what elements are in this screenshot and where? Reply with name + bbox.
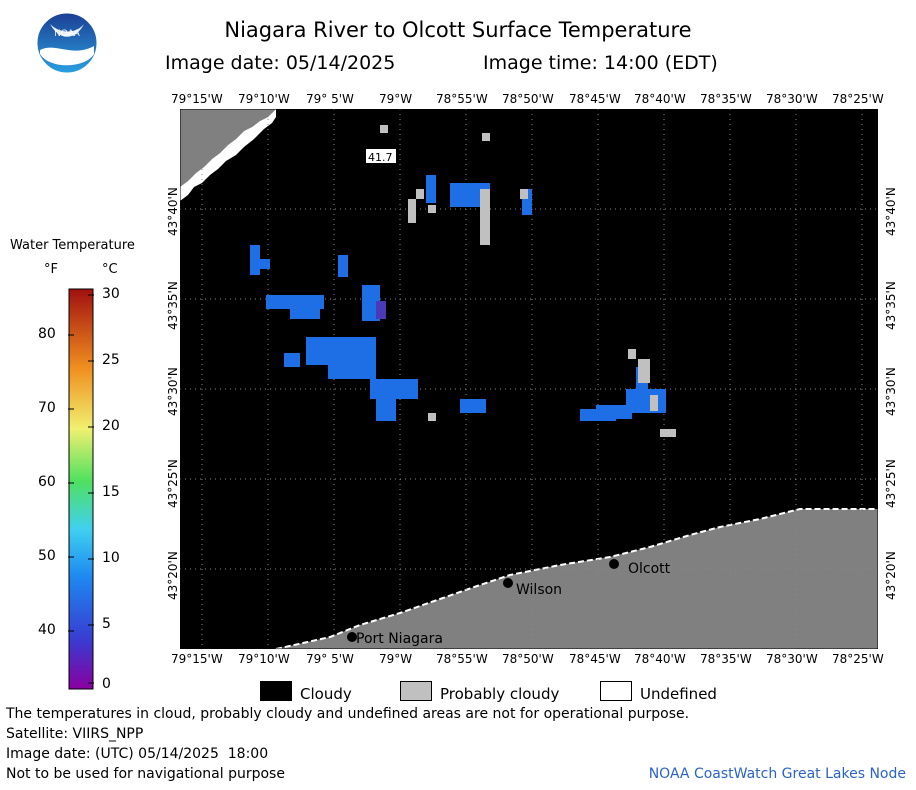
reading-value: 41.7 — [368, 151, 393, 164]
port-niagara-marker — [347, 632, 357, 642]
lat-label-left: 43°20'N — [166, 551, 180, 600]
shoreline — [275, 508, 878, 649]
lon-label-bottom: 79° 5'W — [306, 652, 354, 666]
lon-label-bottom: 79°10'W — [238, 652, 290, 666]
lon-label-bottom: 78°45'W — [569, 652, 621, 666]
key-undefined-swatch — [600, 681, 632, 701]
lon-label-bottom: 79°W — [379, 652, 413, 666]
lon-label-top: 78°25'W — [832, 92, 884, 106]
lon-label-top: 79°10'W — [238, 92, 290, 106]
lat-label-left: 43°30'N — [166, 367, 180, 416]
place-wilson: Wilson — [516, 582, 562, 598]
image-time: Image time: 14:00 (EDT) — [483, 52, 718, 74]
key-cloudy-label: Cloudy — [300, 685, 352, 703]
legend-c-tick: 15 — [102, 484, 120, 500]
noaa-logo-text: NOAA — [54, 28, 80, 38]
graticule — [180, 109, 878, 649]
legend-c-tick: 0 — [102, 676, 111, 692]
lon-label-bottom: 78°30'W — [766, 652, 818, 666]
olcott-marker — [609, 559, 619, 569]
footer-satellite: Satellite: VIIRS_NPP — [6, 726, 144, 742]
lon-label-top: 78°40'W — [634, 92, 686, 106]
legend-f-tick: 50 — [38, 548, 56, 564]
key-probably-cloudy-label: Probably cloudy — [440, 685, 560, 703]
page-title: Niagara River to Olcott Surface Temperat… — [224, 18, 692, 42]
lat-label-right: 43°30'N — [884, 367, 898, 416]
legend-c-tick: 20 — [102, 418, 120, 434]
legend-c-tick: 5 — [102, 616, 111, 632]
noaa-logo-icon: NOAA — [36, 12, 98, 74]
lon-label-bottom: 78°25'W — [832, 652, 884, 666]
lon-label-top: 79°W — [379, 92, 413, 106]
lat-label-right: 43°40'N — [884, 187, 898, 236]
legend-f-tick: 70 — [38, 400, 56, 416]
place-olcott: Olcott — [628, 561, 671, 577]
lat-label-right: 43°20'N — [884, 551, 898, 600]
lat-label-left: 43°40'N — [166, 187, 180, 236]
legend-f-tick: 40 — [38, 622, 56, 638]
legend-f-tick: 60 — [38, 474, 56, 490]
colorbar — [68, 288, 94, 690]
lon-label-bottom: 78°55'W — [436, 652, 488, 666]
legend-title: Water Temperature — [10, 238, 135, 253]
lon-label-top: 78°35'W — [700, 92, 752, 106]
lon-label-bottom: 78°35'W — [700, 652, 752, 666]
legend-c-tick: 30 — [102, 286, 120, 302]
lon-label-top: 79°15'W — [171, 92, 223, 106]
land-us — [276, 509, 878, 649]
legend-c-tick: 10 — [102, 550, 120, 566]
lat-label-right: 43°25'N — [884, 459, 898, 508]
undefined-area — [180, 109, 276, 201]
lon-label-bottom: 78°50'W — [502, 652, 554, 666]
legend-c-tick: 25 — [102, 352, 120, 368]
wilson-marker — [503, 578, 513, 588]
lon-label-top: 78°55'W — [436, 92, 488, 106]
legend-unit-c: °C — [102, 262, 118, 277]
reading-box — [366, 149, 396, 163]
footer-credit: NOAA CoastWatch Great Lakes Node — [648, 766, 906, 782]
footer-note: The temperatures in cloud, probably clou… — [6, 706, 690, 722]
lon-label-bottom: 79°15'W — [171, 652, 223, 666]
lon-label-top: 78°50'W — [502, 92, 554, 106]
lon-label-top: 78°30'W — [766, 92, 818, 106]
lat-label-left: 43°35'N — [166, 281, 180, 330]
key-cloudy-swatch — [260, 681, 292, 701]
lat-label-left: 43°25'N — [166, 459, 180, 508]
lon-label-top: 79° 5'W — [306, 92, 354, 106]
temperature-map: 41.7 Olcott Wilson Port Niagara — [180, 109, 878, 649]
land-canada — [180, 109, 276, 187]
legend-unit-f: °F — [44, 262, 58, 277]
place-port-niagara: Port Niagara — [356, 631, 443, 647]
key-probably-cloudy-swatch — [400, 681, 432, 701]
lon-label-bottom: 78°40'W — [634, 652, 686, 666]
warm-pixel — [376, 301, 386, 319]
footer-nav-warning: Not to be used for navigational purpose — [6, 766, 285, 782]
image-date: Image date: 05/14/2025 — [165, 52, 396, 74]
lat-label-right: 43°35'N — [884, 281, 898, 330]
legend-f-tick: 80 — [38, 326, 56, 342]
lon-label-top: 78°45'W — [569, 92, 621, 106]
key-undefined-label: Undefined — [640, 685, 717, 703]
footer-utc-date: Image date: (UTC) 05/14/2025 18:00 — [6, 746, 269, 762]
